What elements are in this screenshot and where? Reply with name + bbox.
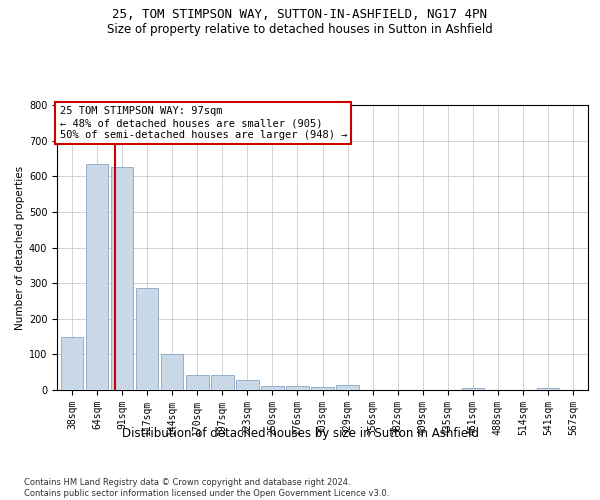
Bar bbox=[111, 166, 133, 390]
Bar bbox=[211, 375, 233, 390]
Bar bbox=[261, 386, 284, 390]
Text: 25 TOM STIMPSON WAY: 97sqm
← 48% of detached houses are smaller (905)
50% of sem: 25 TOM STIMPSON WAY: 97sqm ← 48% of deta… bbox=[59, 106, 347, 140]
Bar bbox=[336, 385, 359, 390]
Bar bbox=[136, 288, 158, 390]
Bar bbox=[86, 164, 109, 390]
Bar bbox=[311, 387, 334, 390]
Bar bbox=[286, 386, 309, 390]
Bar bbox=[161, 354, 184, 390]
Bar bbox=[461, 388, 484, 390]
Text: Size of property relative to detached houses in Sutton in Ashfield: Size of property relative to detached ho… bbox=[107, 22, 493, 36]
Text: Contains HM Land Registry data © Crown copyright and database right 2024.
Contai: Contains HM Land Registry data © Crown c… bbox=[24, 478, 389, 498]
Bar bbox=[186, 375, 209, 390]
Text: 25, TOM STIMPSON WAY, SUTTON-IN-ASHFIELD, NG17 4PN: 25, TOM STIMPSON WAY, SUTTON-IN-ASHFIELD… bbox=[113, 8, 487, 20]
Bar bbox=[536, 388, 559, 390]
Y-axis label: Number of detached properties: Number of detached properties bbox=[14, 166, 25, 330]
Bar bbox=[236, 380, 259, 390]
Bar bbox=[61, 338, 83, 390]
Text: Distribution of detached houses by size in Sutton in Ashfield: Distribution of detached houses by size … bbox=[121, 428, 479, 440]
